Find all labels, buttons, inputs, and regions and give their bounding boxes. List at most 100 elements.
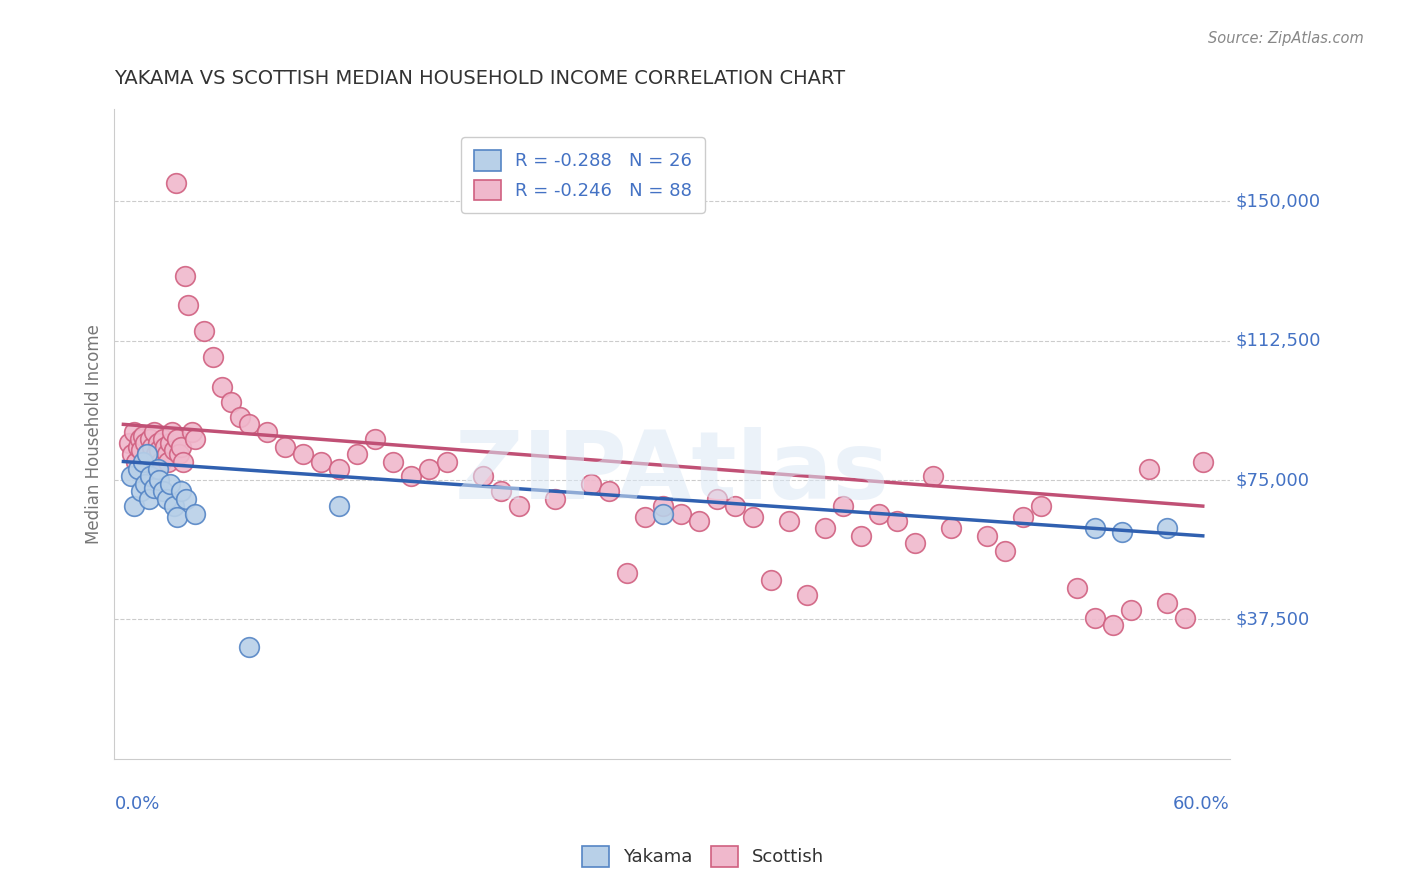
Point [616,566,638,580]
Point [1101,618,1123,632]
Point [121,447,143,461]
Text: Source: ZipAtlas.com: Source: ZipAtlas.com [1208,31,1364,46]
Point [143,481,166,495]
Point [128,432,150,446]
Point [163,443,186,458]
Point [159,476,181,491]
Point [418,462,440,476]
Point [256,425,278,439]
Point [328,499,350,513]
Point [1084,521,1107,535]
Point [688,514,710,528]
Point [155,491,177,506]
Point [508,499,530,513]
Point [311,454,333,468]
Point [141,440,163,454]
Point [138,491,160,506]
Point [706,491,728,506]
Point [634,510,657,524]
Point [652,499,675,513]
Point [146,436,169,450]
Text: YAKAMA VS SCOTTISH MEDIAN HOUSEHOLD INCOME CORRELATION CHART: YAKAMA VS SCOTTISH MEDIAN HOUSEHOLD INCO… [114,69,845,87]
Point [138,454,160,468]
Point [976,529,998,543]
Point [399,469,422,483]
Point [134,476,156,491]
Point [153,440,176,454]
Point [1084,610,1107,624]
Point [814,521,837,535]
Point [346,447,368,461]
Point [1066,581,1088,595]
Point [148,473,170,487]
Point [328,462,350,476]
Point [167,447,190,461]
Point [292,447,315,461]
Point [939,521,962,535]
Point [180,425,202,439]
Text: 60.0%: 60.0% [1173,795,1230,813]
Legend: Yakama, Scottish: Yakama, Scottish [575,838,831,874]
Point [1156,596,1178,610]
Point [472,469,495,483]
Point [778,514,800,528]
Point [173,268,195,283]
Point [170,440,193,454]
Text: $112,500: $112,500 [1236,332,1320,350]
Text: ZIPAtlas: ZIPAtlas [454,426,890,518]
Point [364,432,387,446]
Point [163,499,186,513]
Text: $37,500: $37,500 [1236,610,1309,629]
Point [193,325,215,339]
Point [134,436,156,450]
Point [176,491,198,506]
Point [184,507,207,521]
Point [1111,525,1133,540]
Point [145,447,167,461]
Text: 0.0%: 0.0% [114,795,160,813]
Text: $150,000: $150,000 [1236,193,1320,211]
Point [160,425,183,439]
Point [139,432,162,446]
Point [382,454,405,468]
Point [139,469,162,483]
Point [159,436,181,450]
Point [1119,603,1142,617]
Point [166,432,188,446]
Point [1174,610,1197,624]
Point [211,380,233,394]
Point [132,454,155,468]
Point [135,447,157,461]
Point [122,425,145,439]
Point [166,510,188,524]
Point [922,469,945,483]
Point [669,507,692,521]
Point [150,454,173,468]
Point [221,395,243,409]
Point [132,428,155,442]
Point [886,514,908,528]
Point [1137,462,1160,476]
Point [152,484,174,499]
Point [165,176,187,190]
Point [868,507,890,521]
Point [157,454,180,468]
Point [184,432,207,446]
Point [125,454,148,468]
Point [143,425,166,439]
Point [1029,499,1052,513]
Point [904,536,927,550]
Point [759,574,782,588]
Y-axis label: Median Household Income: Median Household Income [86,324,103,543]
Point [148,443,170,458]
Point [177,298,200,312]
Point [1156,521,1178,535]
Point [131,484,153,499]
Point [127,462,149,476]
Point [120,469,142,483]
Legend: R = -0.288   N = 26, R = -0.246   N = 88: R = -0.288 N = 26, R = -0.246 N = 88 [461,137,704,213]
Point [849,529,872,543]
Point [202,351,225,365]
Point [579,476,602,491]
Point [170,484,193,499]
